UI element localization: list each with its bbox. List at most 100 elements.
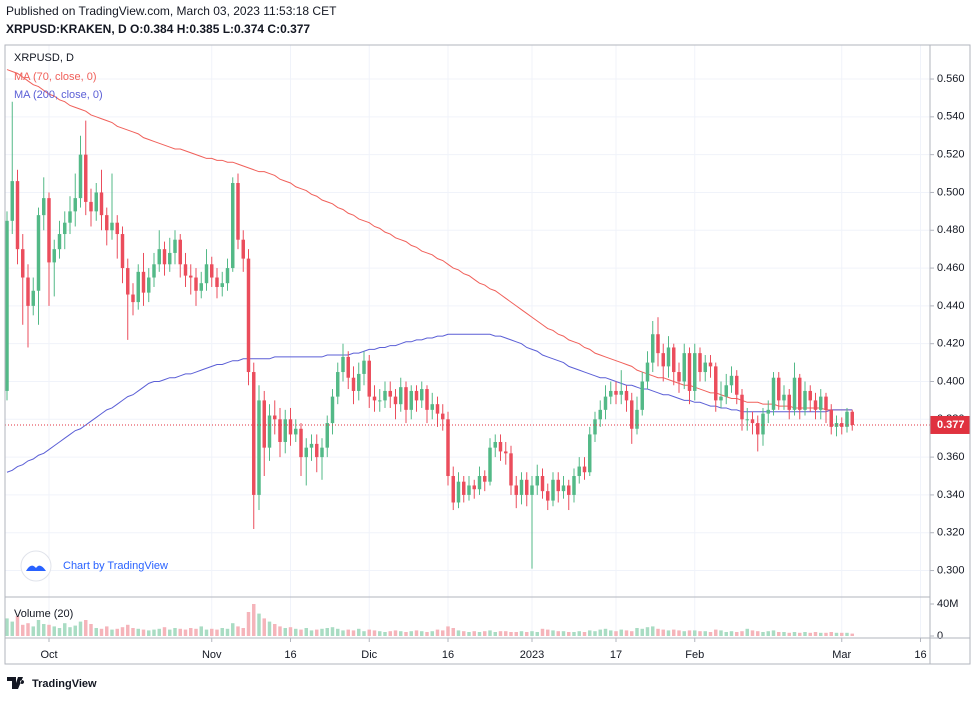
candle-body bbox=[15, 181, 20, 250]
candle-body bbox=[110, 222, 114, 231]
footer-brand: TradingView bbox=[32, 678, 97, 690]
volume-bar bbox=[299, 629, 303, 636]
candle-body bbox=[467, 485, 471, 495]
candle-body bbox=[771, 377, 776, 410]
candle-body bbox=[393, 396, 398, 405]
x-tick-label: 2023 bbox=[520, 649, 544, 661]
candle-body bbox=[624, 390, 629, 401]
volume-bar bbox=[771, 630, 776, 636]
volume-bar bbox=[819, 632, 823, 636]
volume-bar bbox=[782, 632, 786, 636]
candle-body bbox=[31, 290, 35, 306]
volume-bar bbox=[451, 628, 455, 636]
candle-body bbox=[619, 390, 623, 395]
volume-bar bbox=[120, 627, 125, 636]
ma-line bbox=[6, 333, 853, 473]
y-tick-label: 0.340 bbox=[937, 489, 965, 501]
volume-bar bbox=[89, 624, 93, 636]
ma-lines bbox=[6, 69, 853, 473]
volume-bar bbox=[278, 626, 282, 636]
candle-body bbox=[299, 428, 303, 458]
candle-body bbox=[766, 409, 770, 414]
y-tick-label: 0.320 bbox=[937, 527, 965, 539]
volume-bar bbox=[687, 630, 692, 636]
candle-body bbox=[262, 400, 266, 448]
volume-bar bbox=[183, 629, 188, 636]
volume-bar bbox=[15, 616, 20, 636]
volume-bar bbox=[84, 620, 88, 636]
volume-bar bbox=[257, 613, 261, 636]
volume-bar bbox=[519, 631, 524, 636]
volume-bar bbox=[729, 631, 734, 636]
volume-bar bbox=[225, 628, 230, 636]
volume-bar bbox=[635, 628, 639, 636]
volume-bar bbox=[52, 626, 56, 636]
candle-body bbox=[829, 409, 833, 427]
volume-bar bbox=[388, 631, 392, 636]
volume-bar bbox=[840, 632, 844, 636]
x-tick-label: Oct bbox=[40, 649, 57, 661]
candle-body bbox=[656, 334, 660, 354]
candle-body bbox=[288, 419, 293, 435]
volume-bar bbox=[477, 632, 482, 636]
volume-bar bbox=[63, 623, 67, 636]
volume-bar bbox=[399, 631, 403, 636]
candle-body bbox=[514, 485, 518, 495]
candle-body bbox=[115, 222, 119, 235]
candle-body bbox=[42, 198, 46, 216]
candle-body bbox=[561, 485, 566, 492]
x-tick-label: 16 bbox=[442, 649, 454, 661]
volume-bar bbox=[603, 628, 608, 636]
y-tick-label: 0.520 bbox=[937, 149, 965, 161]
candle-body bbox=[540, 476, 545, 492]
volume-bar bbox=[241, 628, 245, 636]
volume-bar bbox=[672, 629, 676, 636]
y-tick-label: 0.500 bbox=[937, 186, 965, 198]
volume-bar bbox=[761, 632, 765, 636]
ma-line bbox=[6, 69, 853, 411]
volume-bar bbox=[31, 626, 35, 636]
candle-body bbox=[745, 419, 749, 421]
candle-body bbox=[488, 447, 492, 482]
volume-bar bbox=[110, 629, 114, 636]
volume-bar bbox=[173, 628, 177, 636]
y-tick-label: 0.420 bbox=[937, 338, 965, 350]
candle-body bbox=[246, 258, 251, 373]
volume-bar bbox=[656, 628, 660, 636]
candle-body bbox=[572, 476, 576, 495]
volume-bar bbox=[68, 627, 72, 636]
candle-body bbox=[52, 249, 56, 263]
y-tick-label: 0.400 bbox=[937, 375, 965, 387]
volume-bar bbox=[115, 628, 119, 636]
candle-body bbox=[47, 198, 51, 263]
candles bbox=[5, 101, 854, 569]
volume-bar bbox=[136, 628, 140, 636]
volume-bar bbox=[215, 629, 219, 636]
candle-body bbox=[798, 377, 802, 410]
volume-bar bbox=[199, 626, 203, 636]
legend-title: XRPUSD, D bbox=[14, 52, 74, 64]
volume-bar bbox=[682, 631, 686, 636]
candle-body bbox=[824, 396, 828, 410]
volume-bar bbox=[189, 628, 193, 636]
volume-bar bbox=[267, 621, 272, 636]
candle-body bbox=[126, 268, 130, 295]
volume-bar bbox=[357, 628, 361, 636]
candle-body bbox=[372, 396, 377, 401]
candle-body bbox=[425, 389, 429, 410]
candle-body bbox=[813, 400, 818, 410]
candle-body bbox=[404, 387, 408, 410]
volume-bar bbox=[745, 628, 749, 636]
volume-bar bbox=[645, 627, 650, 636]
candle-body bbox=[840, 423, 844, 427]
volume-bar bbox=[488, 630, 492, 636]
candle-body bbox=[89, 201, 93, 212]
volume-bar bbox=[850, 633, 854, 636]
candle-body bbox=[719, 396, 723, 401]
x-tick-label: Feb bbox=[685, 649, 704, 661]
volume-bar bbox=[756, 631, 760, 636]
candle-body bbox=[21, 249, 25, 278]
candle-body bbox=[320, 447, 324, 458]
candle-body bbox=[530, 485, 534, 495]
candle-body bbox=[635, 409, 639, 429]
